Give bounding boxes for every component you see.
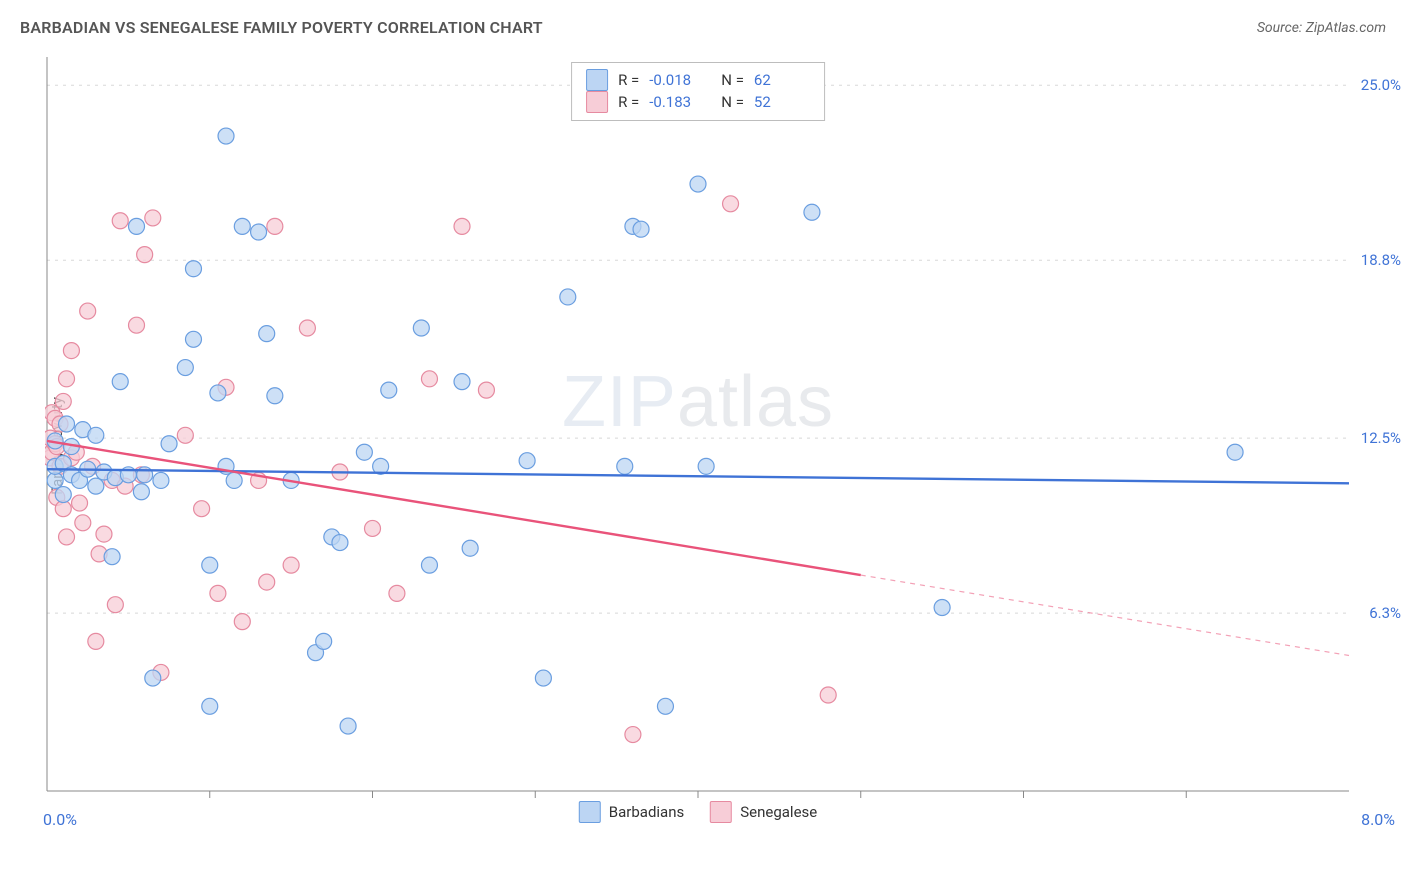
r-label: R =: [618, 69, 639, 91]
legend-item-barbadians: Barbadians: [579, 801, 684, 823]
n-value-barbadians: 62: [754, 69, 810, 91]
header-row: BARBADIAN VS SENEGALESE FAMILY POVERTY C…: [20, 18, 1386, 37]
scatter-chart: [45, 55, 1351, 825]
legend-label-senegalese: Senegalese: [740, 803, 817, 821]
source-label: Source:: [1257, 20, 1306, 36]
r-label: R =: [618, 91, 639, 113]
legend-series: Barbadians Senegalese: [579, 801, 817, 823]
source-attribution: Source: ZipAtlas.com: [1257, 20, 1386, 36]
n-label: N =: [721, 69, 744, 91]
swatch-barbadians: [586, 69, 608, 91]
plot-area: ZIPatlas R = -0.018 N = 62 R = -0.183 N …: [45, 55, 1351, 825]
chart-title: BARBADIAN VS SENEGALESE FAMILY POVERTY C…: [20, 18, 543, 37]
y-tick-label: 18.8%: [1361, 251, 1401, 269]
swatch-senegalese: [586, 91, 608, 113]
r-value-senegalese: -0.183: [649, 91, 705, 113]
y-tick-label: 25.0%: [1361, 76, 1401, 94]
legend-label-barbadians: Barbadians: [609, 803, 684, 821]
legend-statistics: R = -0.018 N = 62 R = -0.183 N = 52: [571, 62, 825, 121]
legend-row-barbadians: R = -0.018 N = 62: [586, 69, 810, 91]
y-tick-label: 12.5%: [1361, 429, 1401, 447]
x-axis-max-label: 8.0%: [1361, 810, 1395, 829]
r-value-barbadians: -0.018: [649, 69, 705, 91]
source-value: ZipAtlas.com: [1306, 20, 1386, 36]
n-label: N =: [721, 91, 744, 113]
swatch-barbadians: [579, 801, 601, 823]
legend-item-senegalese: Senegalese: [710, 801, 817, 823]
legend-row-senegalese: R = -0.183 N = 52: [586, 91, 810, 113]
n-value-senegalese: 52: [754, 91, 810, 113]
swatch-senegalese: [710, 801, 732, 823]
x-axis-min-label: 0.0%: [43, 810, 77, 829]
y-tick-label: 6.3%: [1369, 604, 1401, 622]
